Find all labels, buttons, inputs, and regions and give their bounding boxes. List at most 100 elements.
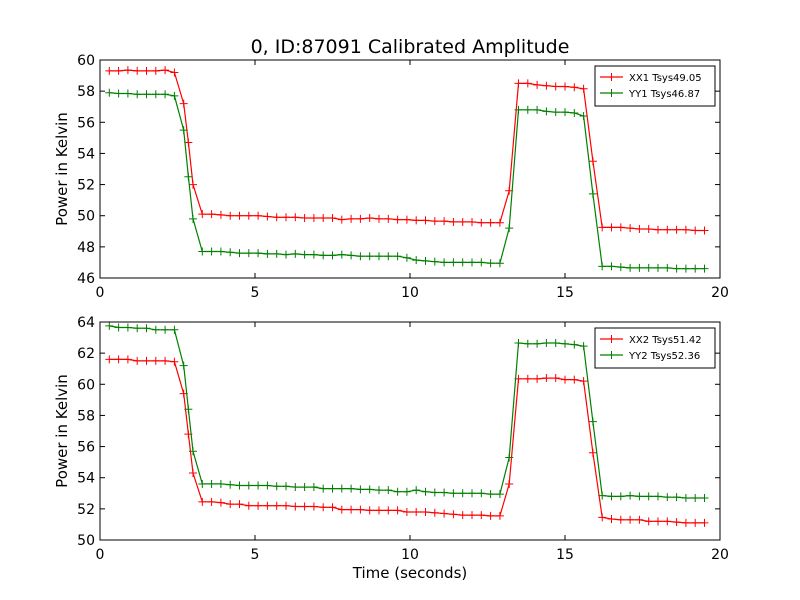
upper-x-tick-label: 5 (251, 285, 260, 301)
lower-series-2-marker (170, 325, 179, 334)
lower-series-1-marker (672, 518, 681, 527)
upper-series-2-marker (337, 250, 346, 259)
lower-series-2-marker (440, 488, 449, 497)
upper-series-2-marker (477, 258, 486, 267)
lower-x-axis-label: Time (seconds) (352, 564, 468, 582)
upper-legend-label: YY1 Tsys46.87 (628, 89, 700, 100)
upper-series-2-marker (151, 90, 160, 99)
upper-series-2-marker (184, 172, 193, 181)
lower-series-1-marker (654, 517, 662, 526)
lower-series-2-marker (533, 339, 542, 348)
upper-series-2-marker (198, 247, 207, 256)
upper-series-2-marker (635, 263, 644, 272)
lower-series-2-marker (375, 486, 383, 495)
upper-series-2-marker (607, 262, 616, 271)
lower-series-2-marker (123, 323, 132, 332)
lower-series-2-marker (365, 485, 374, 494)
lower-series-1-marker (561, 375, 569, 384)
upper-series-1-marker (691, 226, 700, 235)
lower-series-1-marker (551, 374, 560, 383)
upper-series-2-marker (226, 248, 235, 257)
figure-title: 0, ID:87091 Calibrated Amplitude (251, 36, 570, 58)
upper-series-2-marker (533, 105, 542, 114)
upper-series-1-marker (226, 211, 235, 220)
upper-series-1-marker (672, 225, 681, 234)
lower-y-axis-label: Power in Kelvin (53, 374, 71, 488)
upper-series-1-marker (681, 225, 690, 234)
lower-series-2-marker (161, 325, 170, 334)
upper-series-1-marker (551, 82, 560, 91)
upper-y-tick-label: 60 (77, 53, 95, 69)
lower-series-1-marker (226, 500, 235, 509)
upper-series-1-marker (244, 211, 253, 220)
upper-series-1-marker (626, 224, 635, 233)
lower-series-1-marker (533, 374, 542, 383)
upper-series-1-marker (161, 66, 170, 75)
upper-legend-label: XX1 Tsys49.05 (629, 73, 702, 84)
upper-series-2-marker (514, 105, 523, 114)
lower-series-1-marker (477, 511, 486, 520)
upper-series-1-marker (151, 66, 160, 75)
upper-series-1-marker (523, 79, 532, 88)
lower-series-1-marker (207, 497, 216, 506)
lower-series-1-marker (616, 515, 625, 524)
lower-series-1-marker (375, 506, 383, 515)
lower-series-1-marker (114, 355, 123, 364)
upper-subplot: 0 5 10 15 20 46 48 50 52 54 56 58 60 Power in Kelvin X… (53, 53, 729, 301)
lower-series-1-marker (468, 511, 476, 520)
lower-series-1-marker (309, 502, 318, 511)
lower-x-tick-label: 5 (251, 547, 260, 563)
upper-series-2-marker (291, 249, 300, 258)
upper-series-1-marker (384, 214, 393, 223)
upper-series-1-marker (598, 223, 607, 232)
upper-series-1-marker (300, 214, 309, 223)
upper-series-2-marker (272, 249, 281, 258)
lower-series-2-marker (272, 482, 281, 491)
lower-series-2-marker (486, 490, 495, 499)
lower-series-2-marker (282, 482, 290, 491)
upper-series-2-marker (588, 189, 597, 198)
lower-series-2-marker (105, 321, 114, 330)
lower-legend-marker (607, 335, 616, 343)
lower-series-1-marker (700, 518, 709, 527)
lower-series-2-marker (337, 484, 346, 493)
upper-series-1-marker (235, 211, 244, 220)
upper-series-1-marker (282, 213, 290, 222)
upper-series-1-marker (179, 99, 188, 108)
upper-series-2-marker (319, 251, 328, 260)
upper-series-1-marker (114, 66, 123, 75)
upper-series-2-marker (189, 214, 197, 223)
lower-series-1-marker (412, 507, 421, 516)
upper-series-1-marker (700, 226, 709, 235)
upper-series-1-marker (542, 81, 551, 90)
lower-series-1-marker (235, 500, 244, 509)
upper-series-2-marker (486, 259, 495, 268)
upper-series-1-marker (337, 215, 346, 224)
lower-subplot: 0 5 10 15 20 50 52 54 56 58 60 62 64 Power in Kelvin T… (53, 315, 729, 582)
upper-series-2-marker (468, 258, 476, 267)
upper-series-1-marker (365, 214, 374, 223)
lower-series-1-marker (607, 514, 616, 523)
upper-series-2-marker (142, 90, 151, 99)
upper-x-tick-label: 20 (711, 285, 729, 301)
lower-y-tick-label: 62 (77, 346, 95, 362)
lower-series-1-marker (347, 505, 356, 514)
upper-series-1-marker (328, 214, 337, 223)
lower-series-1-marker (263, 501, 272, 510)
lower-series-2-marker (495, 490, 504, 499)
upper-series-2-marker (384, 252, 393, 261)
upper-series-2-marker (347, 251, 356, 260)
lower-series-1-marker (244, 501, 253, 510)
upper-series-1-marker (533, 80, 542, 89)
lower-series-2-marker (254, 481, 263, 490)
lower-series-2-marker (133, 324, 142, 333)
lower-series-2-marker (356, 485, 365, 494)
upper-series-1-marker (263, 212, 272, 221)
lower-series-1-marker (356, 505, 365, 514)
upper-series-2-marker (672, 264, 681, 273)
lower-x-tick-label: 20 (711, 547, 729, 563)
upper-y-axis-label: Power in Kelvin (53, 112, 71, 226)
lower-series-1-marker (151, 356, 160, 365)
upper-series-1-marker (421, 216, 430, 225)
lower-series-2-marker (319, 484, 328, 493)
